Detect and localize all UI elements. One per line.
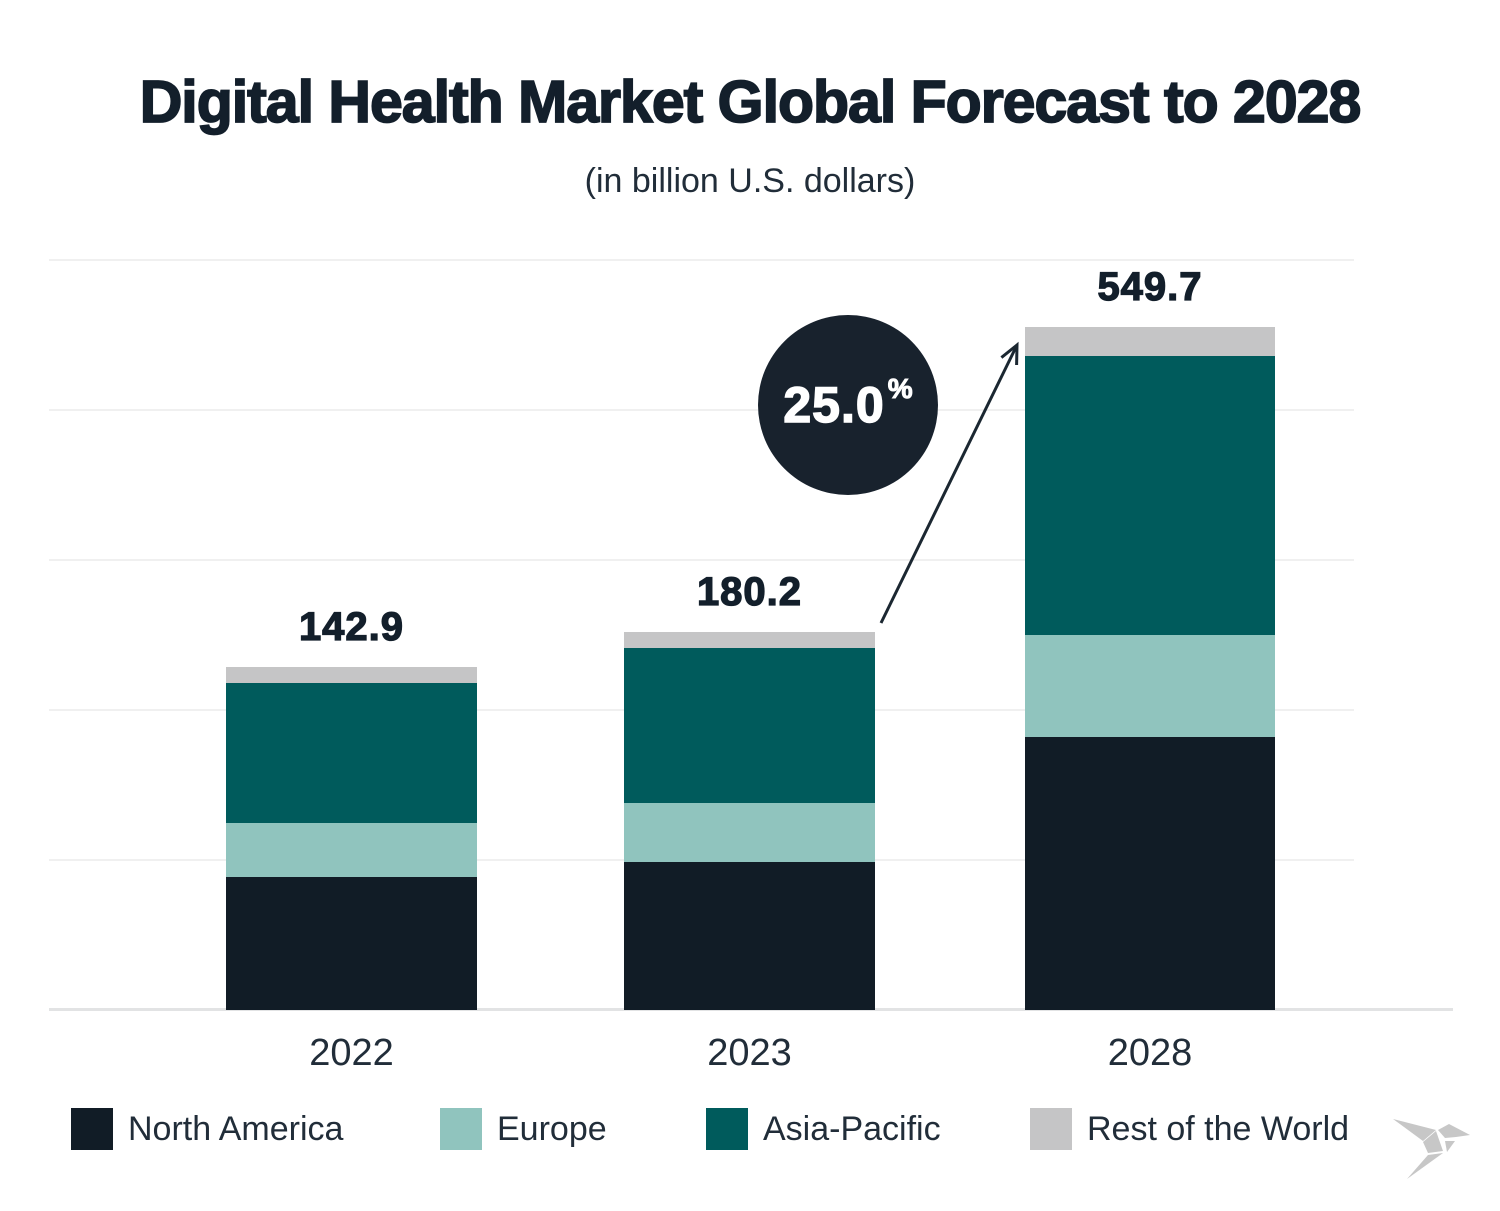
tick-label-2023: 2023 [707, 1032, 792, 1074]
gridline-1 [49, 409, 1354, 411]
chart-title: Digital Health Market Global Forecast to… [139, 68, 1362, 136]
value-label-2022: 142.9 [298, 604, 405, 649]
bar-segment-europe-2023 [624, 802, 875, 862]
growth-annotation-badge: 25.0% [758, 315, 938, 495]
brand-logo-origami-bird-icon [1393, 1119, 1470, 1179]
bar-segment-asia-pacific-2028 [1025, 355, 1275, 636]
bar-2022 [226, 667, 477, 1010]
chart-subtitle: (in billion U.S. dollars) [584, 162, 916, 200]
value-label-2028: 549.7 [1097, 264, 1203, 309]
bar-segment-north-america-2028 [1025, 737, 1275, 1010]
bar-segment-north-america-2022 [226, 877, 477, 1010]
bar-segment-europe-2022 [226, 823, 477, 878]
growth-percent-sign: % [887, 373, 913, 405]
gridline-0 [49, 259, 1354, 261]
bar-2023 [624, 632, 875, 1010]
gridline-2 [49, 559, 1354, 561]
bar-segment-asia-pacific-2023 [624, 647, 875, 803]
bar-2028 [1025, 327, 1275, 1010]
bar-segment-rest-of-the-world-2023 [624, 632, 875, 648]
bar-segment-north-america-2023 [624, 861, 875, 1010]
bar-segment-asia-pacific-2022 [226, 683, 477, 824]
tick-label-2028: 2028 [1107, 1032, 1193, 1074]
value-label-2023: 180.2 [696, 569, 803, 614]
growth-value: 25.0 [783, 376, 885, 434]
bar-segment-rest-of-the-world-2028 [1025, 327, 1275, 356]
bar-segment-rest-of-the-world-2022 [226, 667, 477, 684]
bar-segment-europe-2028 [1025, 635, 1275, 738]
tick-label-2022: 2022 [309, 1032, 394, 1074]
